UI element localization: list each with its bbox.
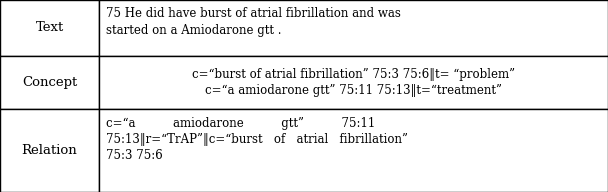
Text: Concept: Concept (22, 76, 77, 89)
Text: c=“burst of atrial fibrillation” 75:3 75:6‖t= “problem”: c=“burst of atrial fibrillation” 75:3 75… (192, 68, 515, 81)
Bar (99, 56, 608, 109)
Text: Text: Text (35, 21, 64, 34)
Bar (0, 0, 99, 56)
Text: 75:3 75:6: 75:3 75:6 (106, 149, 163, 162)
Bar (0, 56, 99, 109)
Text: c=“a          amiodarone          gtt”          75:11: c=“a amiodarone gtt” 75:11 (106, 117, 376, 130)
Text: 75 He did have burst of atrial fibrillation and was: 75 He did have burst of atrial fibrillat… (106, 7, 401, 20)
Text: started on a Amiodarone gtt .: started on a Amiodarone gtt . (106, 24, 282, 37)
Bar (0, 109, 99, 192)
Text: c=“a amiodarone gtt” 75:11 75:13‖t=“treatment”: c=“a amiodarone gtt” 75:11 75:13‖t=“trea… (205, 84, 502, 97)
Bar (99, 109, 608, 192)
Text: 75:13‖r=“TrAP”‖c=“burst   of   atrial   fibrillation”: 75:13‖r=“TrAP”‖c=“burst of atrial fibril… (106, 133, 409, 146)
Text: Relation: Relation (22, 144, 77, 157)
Bar (99, 0, 608, 56)
